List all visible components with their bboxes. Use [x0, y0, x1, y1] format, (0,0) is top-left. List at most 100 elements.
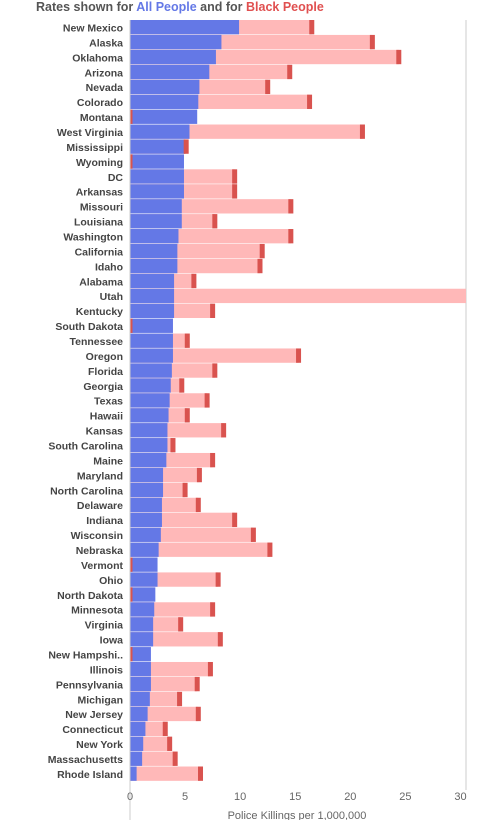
- state-label: Massachusetts: [48, 754, 123, 766]
- all-people-bar: [130, 557, 158, 572]
- state-label: Washington: [63, 231, 123, 243]
- black-marker: [259, 243, 265, 259]
- state-label: New Mexico: [63, 22, 123, 34]
- black-marker: [232, 169, 238, 184]
- all-people-bar: [130, 318, 173, 333]
- black-marker: [195, 497, 201, 513]
- all-people-bar: [130, 184, 184, 199]
- x-tick-label: 30: [454, 791, 466, 803]
- black-marker: [162, 721, 168, 737]
- black-marker: [130, 557, 133, 572]
- state-label: Virginia: [85, 620, 123, 632]
- all-people-bar: [130, 258, 178, 274]
- black-marker: [172, 751, 178, 766]
- all-people-bar: [130, 288, 175, 304]
- black-marker: [309, 20, 315, 35]
- black-marker: [207, 661, 213, 677]
- all-people-bar: [130, 736, 144, 751]
- all-people-bar: [130, 109, 198, 124]
- black-marker: [130, 318, 133, 333]
- all-people-bar: [130, 303, 175, 318]
- black-marker: [170, 438, 176, 453]
- x-tick-label: 0: [127, 791, 133, 803]
- state-label: Michigan: [77, 694, 123, 706]
- state-label: DC: [108, 172, 124, 184]
- state-label: Wisconsin: [71, 530, 123, 542]
- all-people-bar: [130, 661, 151, 677]
- all-people-bar: [130, 199, 182, 214]
- black-marker: [130, 154, 133, 169]
- black-marker: [179, 378, 185, 393]
- state-label: South Dakota: [55, 321, 123, 333]
- state-label: Tennessee: [70, 336, 124, 348]
- state-label: Colorado: [77, 97, 123, 109]
- black-marker: [287, 64, 293, 80]
- state-label: Illinois: [90, 664, 123, 676]
- title-black-people: Black People: [246, 0, 324, 14]
- state-label: Rhode Island: [57, 769, 123, 781]
- black-marker: [178, 617, 184, 632]
- chart-title: Rates shown for All People and for Black…: [36, 0, 324, 14]
- all-people-bar: [130, 273, 175, 289]
- all-people-bar: [130, 79, 200, 95]
- x-tick-label: 15: [289, 791, 301, 803]
- state-label: Arizona: [84, 67, 123, 79]
- state-label: Alaska: [89, 37, 123, 49]
- state-label: Oklahoma: [72, 52, 123, 64]
- black-marker: [232, 184, 238, 199]
- title-middle: and for: [196, 0, 246, 14]
- black-marker: [307, 94, 313, 109]
- all-people-bar: [130, 527, 161, 542]
- black-marker: [212, 363, 218, 378]
- black-marker: [265, 79, 271, 95]
- state-label: West Virginia: [57, 127, 123, 139]
- state-label: Ohio: [99, 575, 123, 587]
- all-people-bar: [130, 333, 173, 348]
- state-label: Connecticut: [62, 724, 123, 736]
- state-label: Hawaii: [90, 411, 123, 423]
- x-tick-label: 5: [182, 791, 188, 803]
- black-marker: [359, 124, 365, 139]
- black-marker: [177, 691, 183, 707]
- all-people-bar: [130, 706, 148, 722]
- title-all-people: All People: [136, 0, 197, 14]
- black-marker: [184, 333, 190, 348]
- state-label: Nebraska: [76, 545, 123, 557]
- state-label: Kansas: [86, 426, 124, 438]
- black-marker: [167, 736, 173, 751]
- all-people-bar: [130, 617, 154, 632]
- black-bar: [130, 766, 201, 781]
- state-label: Utah: [100, 291, 123, 303]
- state-label: Vermont: [81, 560, 124, 572]
- state-label: Oregon: [86, 351, 123, 363]
- state-label: Nevada: [86, 82, 124, 94]
- state-label: North Dakota: [57, 590, 123, 602]
- all-people-bar: [130, 154, 184, 169]
- all-people-bar: [130, 229, 179, 244]
- state-label: Montana: [80, 112, 123, 124]
- state-label: Mississippi: [66, 142, 123, 154]
- state-label: Wyoming: [76, 157, 123, 169]
- state-label: Maine: [93, 455, 123, 467]
- state-label: Indiana: [86, 515, 123, 527]
- state-label: Texas: [94, 396, 123, 408]
- state-label: Pennsylvania: [56, 679, 123, 691]
- x-tick-label: 20: [344, 791, 356, 803]
- all-people-bar: [130, 482, 164, 498]
- black-marker: [210, 303, 216, 318]
- all-people-bar: [130, 34, 222, 50]
- black-bar: [130, 542, 270, 557]
- all-people-bar: [130, 348, 173, 363]
- state-label: Arkansas: [76, 187, 123, 199]
- black-marker: [182, 482, 188, 498]
- black-marker: [250, 527, 256, 542]
- state-label: Louisiana: [74, 217, 123, 229]
- all-people-bar: [130, 602, 155, 617]
- black-marker: [296, 348, 302, 363]
- black-marker: [232, 512, 238, 528]
- black-bar: [130, 288, 466, 304]
- state-label: North Carolina: [50, 485, 123, 497]
- state-label: California: [75, 246, 124, 258]
- black-marker: [210, 452, 216, 468]
